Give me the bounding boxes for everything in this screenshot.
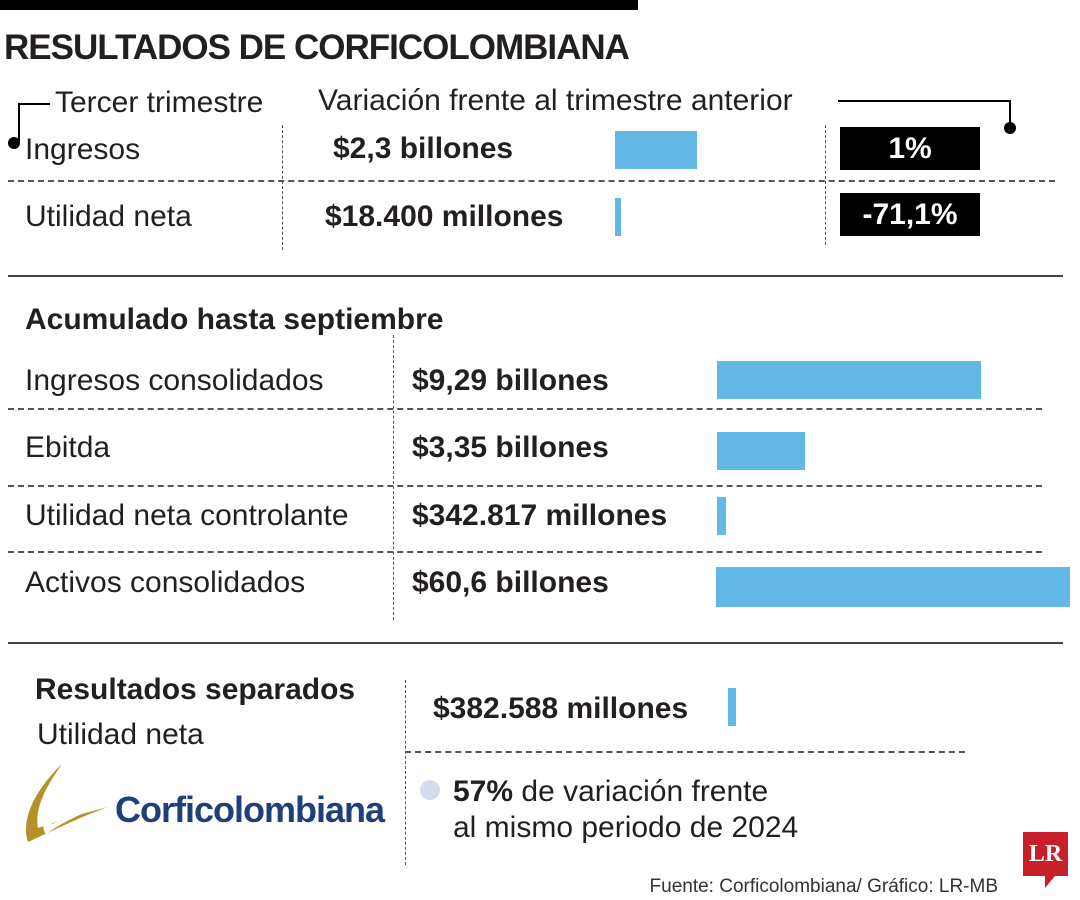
row-label: Utilidad neta (37, 718, 204, 751)
divider (825, 125, 826, 245)
note-dot (420, 780, 440, 800)
leader-line (18, 103, 20, 141)
section-heading: Resultados separados (35, 673, 356, 706)
note-percent: 57% (453, 775, 514, 808)
page-title: RESULTADOS DE CORFICOLOMBIANA (4, 28, 630, 67)
row-label: Utilidad neta (25, 200, 192, 233)
divider (393, 335, 394, 620)
bar-activos-consolidados (716, 567, 1070, 607)
note-line-2: al mismo periodo de 2024 (453, 811, 799, 844)
leader-dot (1004, 122, 1016, 134)
row-divider (8, 180, 1055, 182)
leader-line (838, 100, 1010, 102)
lr-badge: LR (1023, 832, 1068, 876)
bar-utilidad-trimestre (615, 198, 621, 236)
row-value: $342.817 millones (412, 499, 668, 532)
divider (405, 680, 406, 865)
row-value: $60,6 billones (412, 566, 609, 599)
note-line-1: 57% de variación frente (453, 777, 768, 807)
row-value: $18.400 millones (325, 200, 564, 233)
logo-swoosh-icon (26, 764, 108, 842)
row-divider (405, 751, 965, 753)
section-divider (8, 275, 1063, 277)
top-rule (0, 0, 638, 10)
row-label: Ingresos (25, 133, 141, 166)
row-label: Ebitda (25, 431, 111, 464)
row-value: $382.588 millones (433, 692, 689, 725)
section-heading: Acumulado hasta septiembre (25, 303, 444, 336)
row-value: $3,35 billones (412, 431, 609, 464)
bar-ingresos-consolidados (717, 361, 981, 399)
row-label: Utilidad neta controlante (25, 499, 349, 532)
bar-utilidad-controlante (717, 497, 726, 535)
source-credit: Fuente: Corficolombiana/ Gráfico: LR-MB (649, 876, 998, 897)
row-divider (8, 485, 1042, 487)
corficolombiana-logo: Corficolombiana (20, 762, 385, 847)
leader-line (18, 103, 50, 105)
row-value: $2,3 billones (333, 132, 514, 165)
row-label: Ingresos consolidados (25, 364, 324, 397)
bar-ingresos-trimestre (615, 131, 697, 169)
bar-ebitda (717, 432, 805, 470)
variation-label: Variación frente al trimestre anterior (318, 84, 793, 117)
row-label: Activos consolidados (25, 566, 306, 599)
leader-line (1009, 100, 1011, 124)
bar-utilidad-separada (728, 688, 736, 726)
lr-badge-text: LR (1028, 840, 1063, 867)
note-text: de variación frente (513, 775, 769, 808)
section-divider (8, 642, 1063, 644)
divider (282, 125, 283, 250)
logo-text: Corficolombiana (115, 789, 385, 830)
row-divider (8, 551, 1042, 553)
variation-box: -71,1% (840, 193, 980, 236)
row-value: $9,29 billones (412, 364, 609, 397)
quarter-label: Tercer trimestre (55, 86, 264, 119)
lr-badge-tail (1045, 876, 1055, 888)
variation-box: 1% (840, 127, 980, 170)
leader-dot (8, 137, 20, 149)
row-divider (8, 408, 1042, 410)
